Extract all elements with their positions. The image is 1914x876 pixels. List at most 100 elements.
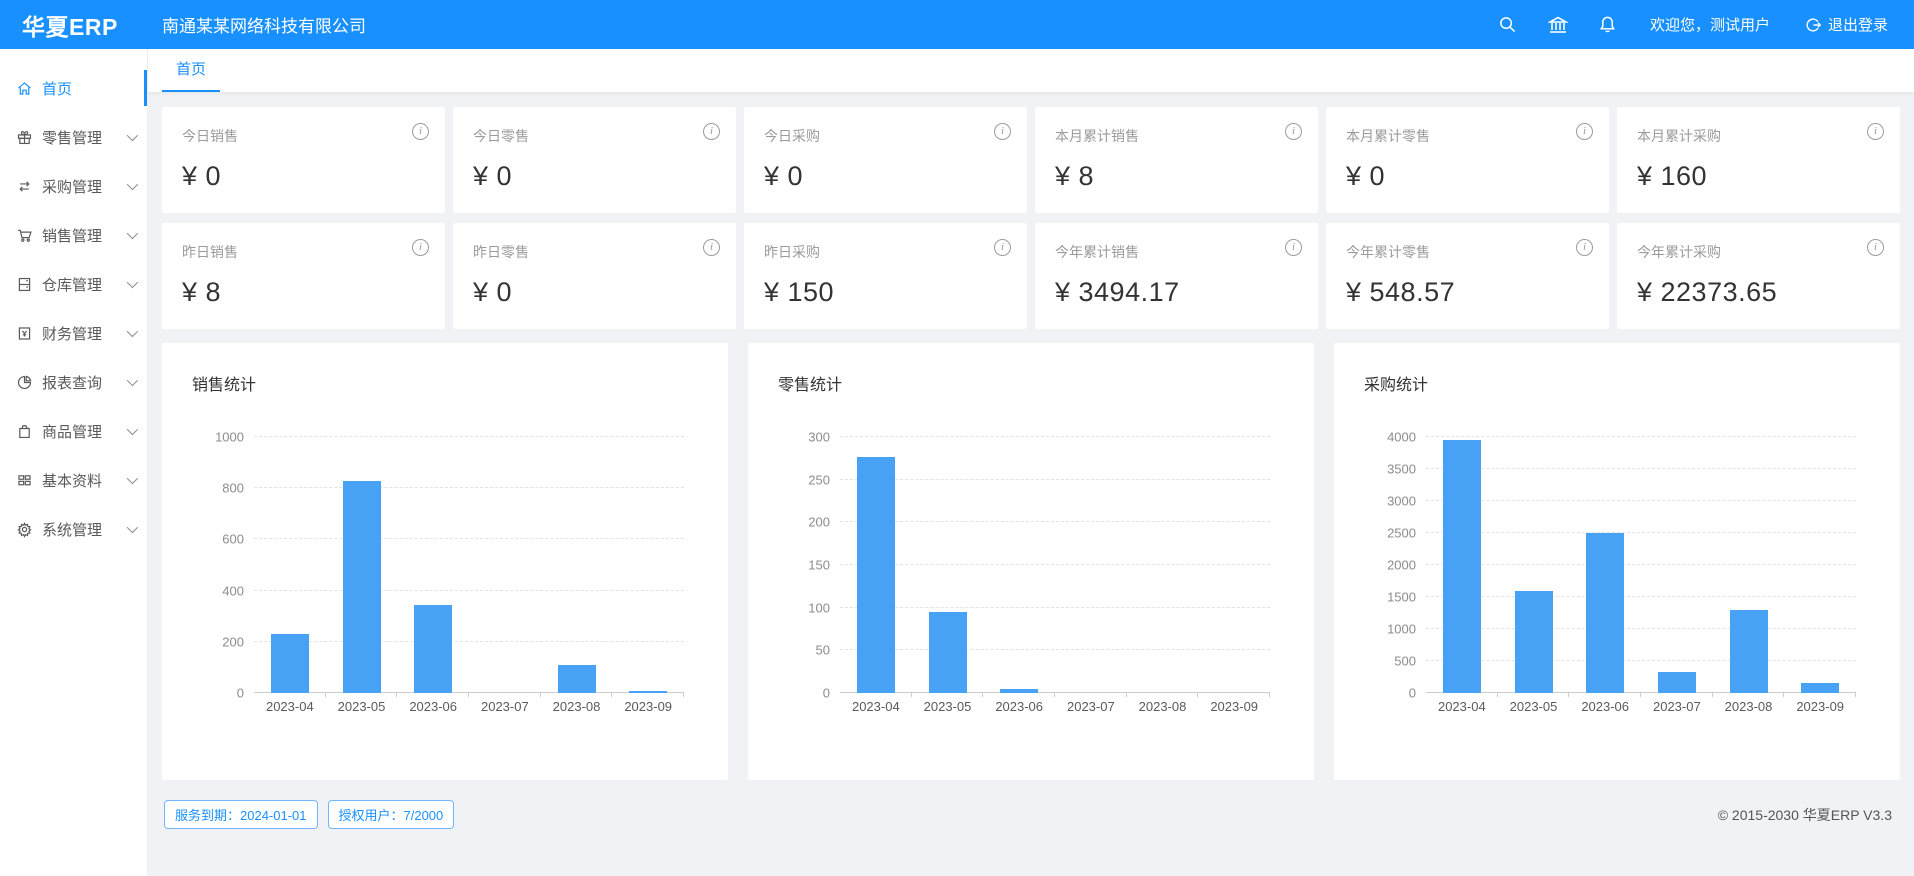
x-axis-tick-label: 2023-04: [851, 699, 900, 714]
gridline: [840, 649, 1270, 651]
stat-card-label: 今日采购: [764, 128, 820, 144]
sidebar-item-finance[interactable]: 财务管理: [0, 313, 147, 353]
sidebar-item-goods[interactable]: 商品管理: [0, 411, 147, 451]
x-axis-tick-label: 2023-05: [923, 699, 972, 714]
logout-icon: [1806, 17, 1822, 32]
y-axis-tick-label: 3500: [1387, 461, 1416, 477]
stat-card-label: 本月累计采购: [1637, 128, 1721, 144]
stat-card-value: ¥ 8: [1055, 161, 1095, 191]
info-icon[interactable]: i: [1867, 123, 1884, 140]
stat-card-label: 本月累计销售: [1055, 128, 1139, 144]
header-actions: 欢迎您，测试用户 退出登录: [1468, 14, 1914, 35]
info-icon[interactable]: i: [1576, 123, 1593, 140]
gridline: [840, 521, 1270, 523]
gridline: [254, 538, 684, 540]
stat-card-label: 本月累计零售: [1346, 128, 1430, 144]
chart-title: 零售统计: [778, 377, 843, 394]
sidebar-item-reports[interactable]: 报表查询: [0, 362, 147, 402]
sidebar-item-label: 首页: [42, 80, 73, 98]
search-icon[interactable]: [1498, 15, 1518, 35]
info-icon[interactable]: i: [1285, 123, 1302, 140]
gridline: [1426, 468, 1856, 469]
gridline: [1426, 500, 1856, 501]
bar-2023-04: [1442, 440, 1481, 693]
x-axis-line: [1426, 692, 1856, 693]
x-axis-tick-label: 2023-06: [995, 699, 1044, 714]
tab-home[interactable]: 首页: [162, 49, 221, 92]
chart-title: 采购统计: [1364, 377, 1429, 394]
dashboard-content: 今日销售 i ¥ 0 今日零售 i ¥ 0 今日采购 i ¥ 0: [148, 93, 1914, 876]
bank-icon[interactable]: [1547, 15, 1568, 35]
y-axis-tick-label: 0: [236, 685, 244, 701]
x-axis-tick-label: 2023-07: [1066, 699, 1115, 714]
grid-icon: [16, 472, 33, 489]
sidebar-item-sales[interactable]: 销售管理: [0, 215, 147, 255]
x-axis-line: [840, 692, 1270, 693]
gridline: [840, 478, 1270, 480]
y-axis-tick-label: 1000: [1387, 621, 1416, 637]
stat-card-value: ¥ 548.57: [1346, 277, 1456, 307]
gridline: [1426, 660, 1856, 661]
bar-slot: [1198, 437, 1270, 697]
stat-card: 今日零售 i ¥ 0: [453, 107, 736, 213]
stat-card-label: 今年累计零售: [1346, 244, 1430, 260]
x-axis-tick-label: 2023-09: [624, 699, 673, 714]
bar-slot: [397, 437, 469, 697]
sidebar: 首页 零售管理 采购管理 销售管理 仓: [0, 49, 148, 876]
info-icon[interactable]: i: [412, 239, 429, 256]
bar-slot: [1127, 437, 1199, 697]
stat-card: 本月累计零售 i ¥ 0: [1326, 107, 1609, 213]
sidebar-item-purchase[interactable]: 采购管理: [0, 166, 147, 206]
gridline: [1426, 436, 1856, 437]
stat-card-value: ¥ 0: [473, 277, 513, 307]
stat-card: 今日销售 i ¥ 0: [162, 107, 445, 213]
logout-button[interactable]: 退出登录: [1804, 14, 1888, 35]
bell-icon[interactable]: [1598, 15, 1618, 35]
info-icon[interactable]: i: [1576, 239, 1593, 256]
gridline: [1426, 628, 1856, 629]
info-icon[interactable]: i: [994, 123, 1011, 140]
info-icon[interactable]: i: [994, 239, 1011, 256]
y-axis-tick-label: 150: [808, 557, 830, 573]
info-icon[interactable]: i: [1285, 239, 1302, 256]
bar-slot: [326, 437, 398, 697]
bar-2023-09: [629, 690, 668, 693]
gridline: [1426, 564, 1856, 565]
stat-card-value: ¥ 0: [1346, 161, 1386, 191]
info-icon[interactable]: i: [1867, 239, 1884, 256]
storage-icon: [16, 276, 33, 293]
y-axis-tick-label: 600: [222, 531, 244, 547]
chart-x-labels: 2023-04 2023-05 2023-06 2023-07 2023-08 2023-…: [1426, 699, 1856, 714]
sidebar-item-home[interactable]: 首页: [0, 68, 147, 108]
chart-x-labels: 2023-04 2023-05 2023-06 2023-07 2023-08 2023-…: [840, 699, 1270, 714]
sidebar-item-label: 系统管理: [42, 521, 103, 539]
sidebar-item-label: 基本资料: [42, 472, 103, 490]
sidebar-item-label: 仓库管理: [42, 276, 103, 294]
sidebar-item-label: 销售管理: [42, 227, 103, 245]
y-axis-tick-label: 200: [222, 634, 244, 650]
gridline: [840, 606, 1270, 608]
bar-slot: [1641, 437, 1713, 697]
bar-2023-05: [342, 480, 381, 693]
x-axis-tick-label: 2023-08: [1138, 699, 1187, 714]
info-icon[interactable]: i: [412, 123, 429, 140]
stat-card-label: 今年累计销售: [1055, 244, 1139, 260]
y-axis-tick-label: 800: [222, 480, 244, 496]
stat-card: 昨日销售 i ¥ 8: [162, 223, 445, 329]
sidebar-item-basic-data[interactable]: 基本资料: [0, 460, 147, 500]
x-axis-tick-label: 2023-08: [1724, 699, 1773, 714]
chevron-down-icon: [126, 423, 139, 436]
bars-layer: [840, 437, 1270, 697]
sidebar-item-retail[interactable]: 零售管理: [0, 117, 147, 157]
sidebar-item-warehouse[interactable]: 仓库管理: [0, 264, 147, 304]
bar-2023-06: [414, 604, 453, 693]
bar-slot: [1713, 437, 1785, 697]
chart-x-labels: 2023-04 2023-05 2023-06 2023-07 2023-08 2023-…: [254, 699, 684, 714]
stat-card: 今年累计采购 i ¥ 22373.65: [1617, 223, 1900, 329]
bar-2023-05: [928, 611, 967, 693]
bar-2023-07: [1657, 671, 1696, 693]
info-icon[interactable]: i: [703, 239, 720, 256]
sidebar-item-system[interactable]: 系统管理: [0, 509, 147, 549]
info-icon[interactable]: i: [703, 123, 720, 140]
bar-2023-08: [1729, 609, 1768, 693]
